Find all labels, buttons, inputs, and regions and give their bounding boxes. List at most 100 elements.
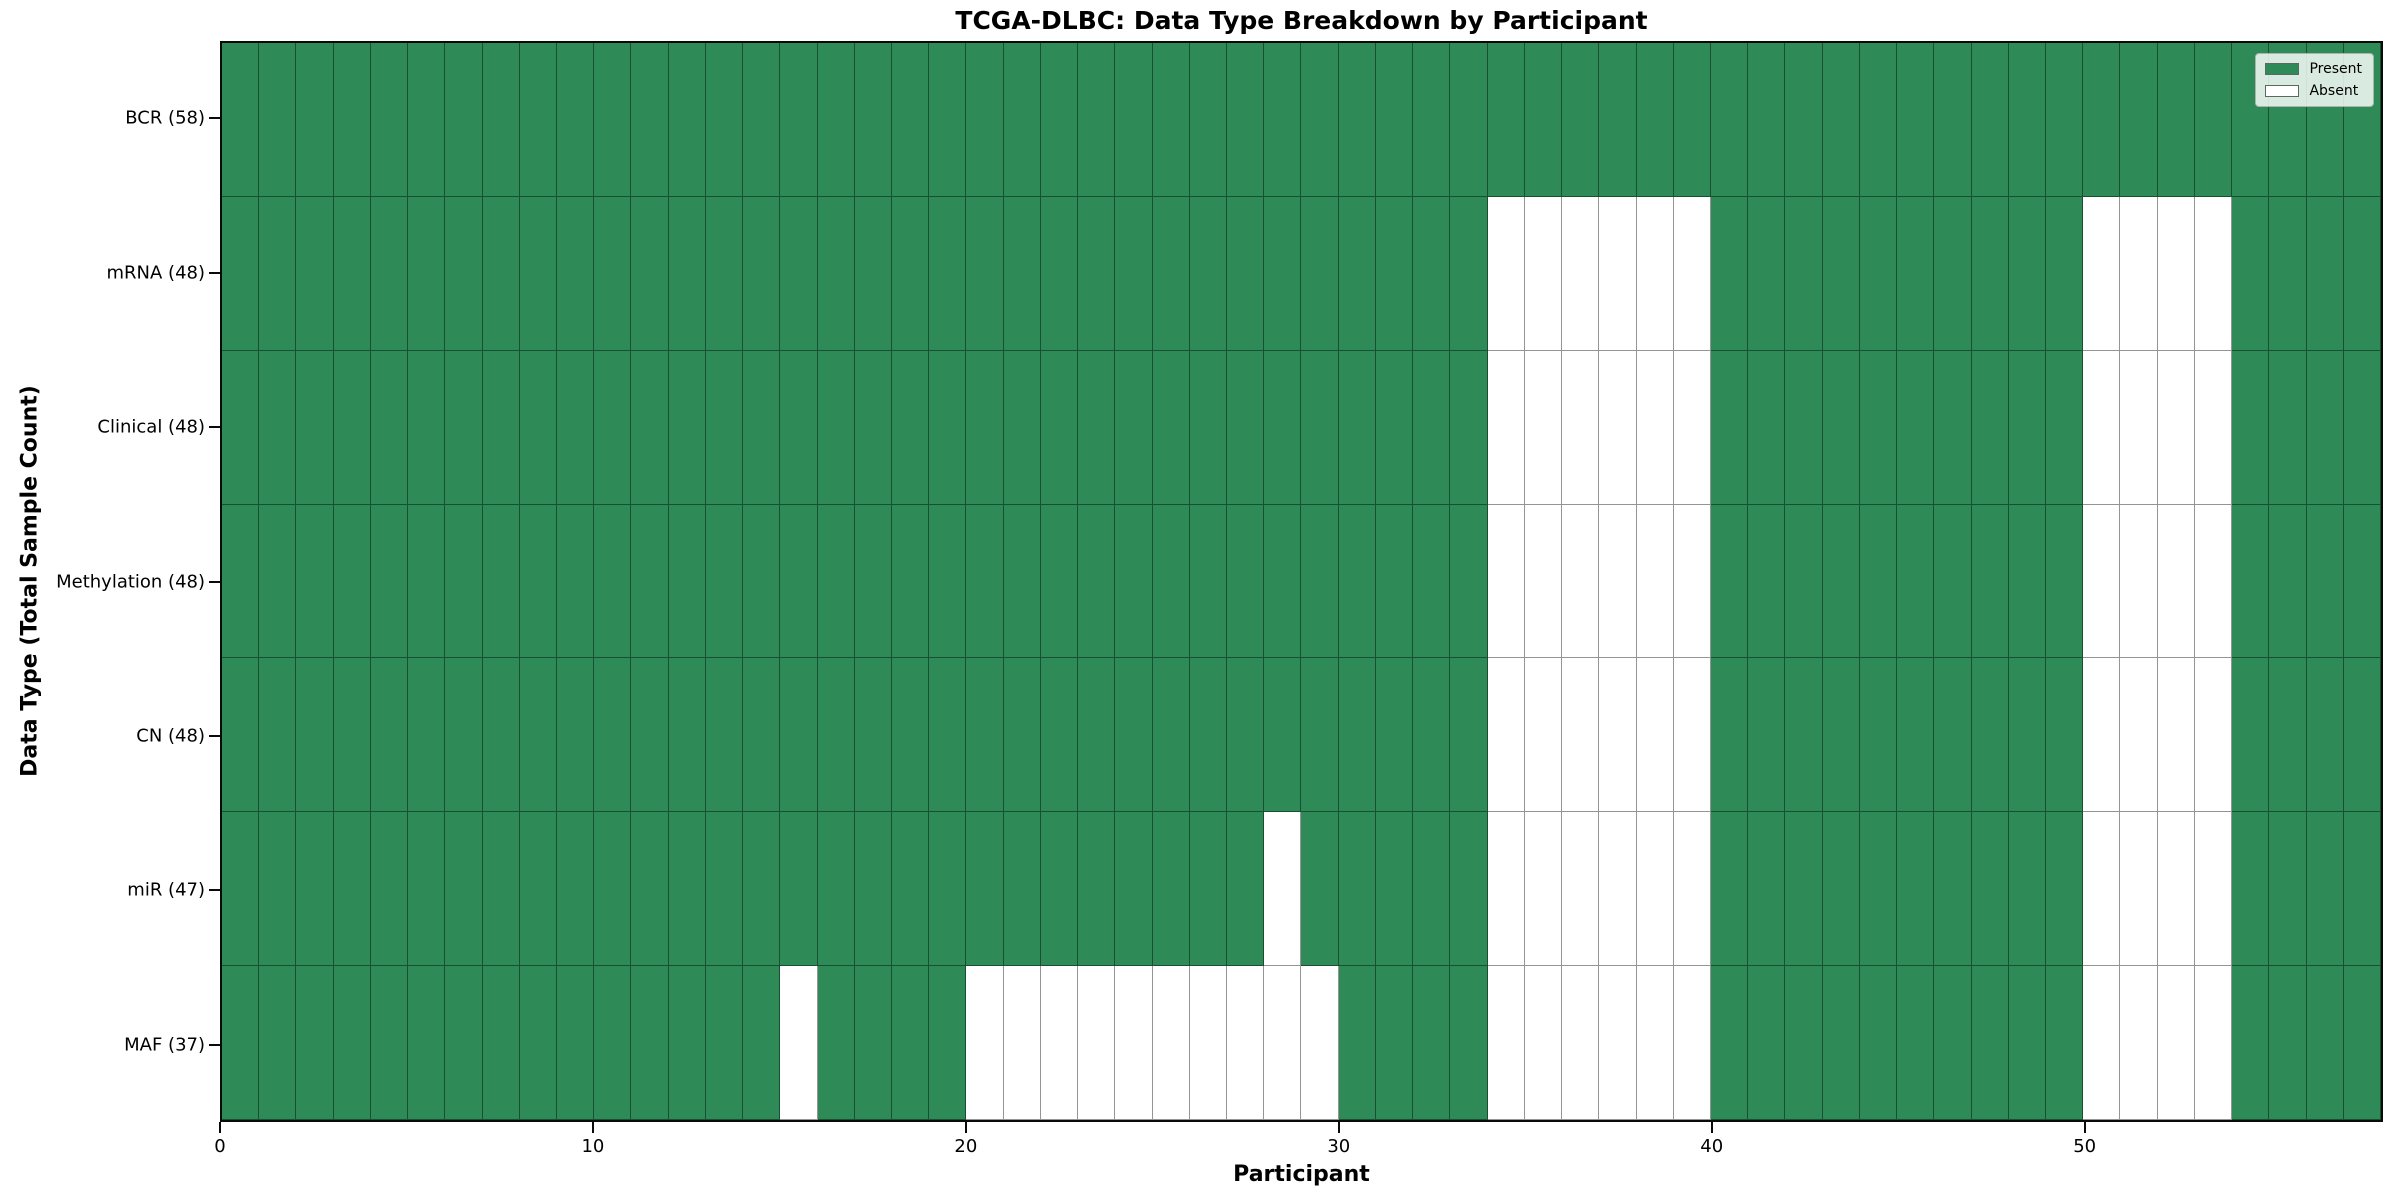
heatmap-cell — [892, 504, 930, 659]
heatmap-cell — [1636, 350, 1674, 505]
heatmap-cell — [817, 350, 855, 505]
heatmap-cell — [408, 43, 446, 197]
heatmap-cell — [594, 196, 632, 351]
heatmap-cell — [1301, 43, 1339, 197]
heatmap-cell — [817, 504, 855, 659]
heatmap-cell — [1078, 350, 1116, 505]
heatmap-cell — [1040, 658, 1079, 813]
heatmap-cell — [1562, 43, 1600, 197]
heatmap-cell — [1524, 658, 1563, 813]
heatmap-cell — [929, 658, 967, 813]
heatmap-cell — [2306, 658, 2344, 813]
heatmap-cell — [1338, 658, 1376, 813]
heatmap-cell — [594, 812, 632, 967]
heatmap-cell — [1562, 504, 1600, 659]
heatmap-cell — [1822, 43, 1860, 197]
heatmap-cell — [2269, 658, 2307, 813]
absent-swatch — [2265, 85, 2300, 97]
heatmap-cell — [222, 350, 260, 505]
heatmap-cell — [1524, 812, 1563, 967]
heatmap-cell — [631, 658, 669, 813]
heatmap-cell — [2008, 966, 2046, 1121]
heatmap-cell — [1599, 196, 1637, 351]
heatmap-cell — [445, 812, 483, 967]
heatmap-cell — [2232, 812, 2270, 967]
heatmap-cell — [296, 658, 334, 813]
heatmap-cell — [370, 350, 409, 505]
plot-area: Present Absent — [220, 41, 2383, 1122]
heatmap-cell — [408, 196, 446, 351]
heatmap-cell — [1078, 196, 1116, 351]
heatmap-cell — [1562, 350, 1600, 505]
heatmap-cell — [370, 504, 409, 659]
heatmap-cell — [1785, 658, 1823, 813]
heatmap-cell — [1227, 966, 1265, 1121]
heatmap-cell — [1338, 966, 1376, 1121]
heatmap-cell — [445, 658, 483, 813]
heatmap-cell — [594, 658, 632, 813]
heatmap-cell — [1375, 504, 1414, 659]
heatmap-cell — [2306, 966, 2344, 1121]
heatmap-cell — [1115, 350, 1153, 505]
heatmap-cell — [1003, 350, 1041, 505]
heatmap-cell — [1748, 812, 1786, 967]
heatmap-cell — [408, 812, 446, 967]
heatmap-cell — [370, 658, 409, 813]
heatmap-cell — [1375, 658, 1414, 813]
heatmap-cell — [259, 658, 297, 813]
heatmap-cell — [333, 350, 371, 505]
heatmap-cell — [445, 196, 483, 351]
heatmap-cell — [2306, 350, 2344, 505]
chart-title: TCGA-DLBC: Data Type Breakdown by Partic… — [955, 6, 1648, 35]
heatmap-cell — [1487, 350, 1525, 505]
heatmap-cell — [705, 196, 744, 351]
heatmap-cell — [966, 43, 1004, 197]
heatmap-cell — [259, 196, 297, 351]
heatmap-cell — [631, 350, 669, 505]
heatmap-cell — [1897, 966, 1935, 1121]
heatmap-cell — [259, 812, 297, 967]
heatmap-row-maf — [222, 966, 2381, 1121]
heatmap-cell — [594, 43, 632, 197]
heatmap-row-bcr — [222, 43, 2381, 197]
heatmap-cell — [892, 658, 930, 813]
heatmap-cell — [817, 966, 855, 1121]
heatmap-cell — [1152, 504, 1190, 659]
y-tick-mark — [209, 580, 220, 583]
heatmap-cell — [1710, 966, 1749, 1121]
heatmap-cell — [2194, 196, 2233, 351]
heatmap-cell — [854, 504, 893, 659]
heatmap-cell — [2343, 966, 2381, 1121]
heatmap-cell — [1934, 966, 1972, 1121]
heatmap-cell — [1338, 812, 1376, 967]
heatmap-cell — [1413, 196, 1451, 351]
heatmap-cell — [1748, 658, 1786, 813]
heatmap-cell — [1599, 350, 1637, 505]
heatmap-cell — [631, 196, 669, 351]
heatmap-cell — [966, 658, 1004, 813]
heatmap-cell — [2194, 658, 2233, 813]
heatmap-cell — [2045, 43, 2084, 197]
heatmap-cell — [2306, 504, 2344, 659]
heatmap-cell — [743, 350, 781, 505]
heatmap-cell — [557, 196, 595, 351]
heatmap-cell — [705, 966, 744, 1121]
heatmap-cell — [1264, 504, 1302, 659]
x-tick-mark — [2083, 1122, 2086, 1133]
x-tick-mark — [1337, 1122, 1340, 1133]
heatmap-cell — [1189, 504, 1228, 659]
heatmap-cell — [2306, 812, 2344, 967]
heatmap-cell — [1859, 966, 1898, 1121]
heatmap-cell — [1189, 812, 1228, 967]
heatmap-cell — [2157, 504, 2195, 659]
heatmap-cell — [1227, 658, 1265, 813]
heatmap-cell — [2269, 966, 2307, 1121]
heatmap-cell — [1673, 350, 1711, 505]
y-tick-mark — [209, 117, 220, 120]
heatmap-cell — [1040, 812, 1079, 967]
heatmap-cell — [519, 196, 558, 351]
heatmap-cell — [1152, 350, 1190, 505]
heatmap-cell — [743, 43, 781, 197]
heatmap-cell — [1748, 966, 1786, 1121]
heatmap-cell — [2194, 812, 2233, 967]
